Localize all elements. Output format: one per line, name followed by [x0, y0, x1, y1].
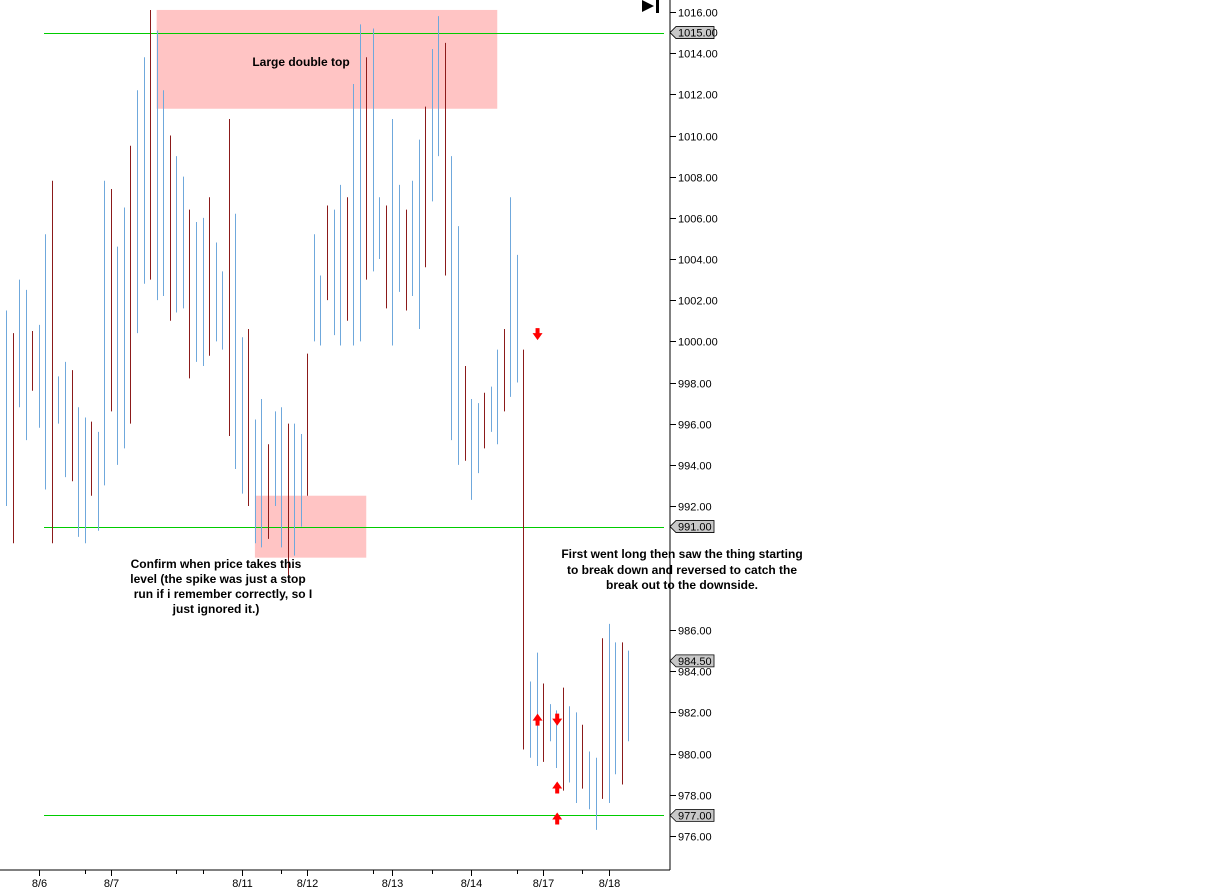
signal-short-arrow	[552, 713, 563, 726]
y-tick-label: 982.00	[678, 708, 712, 720]
y-tick-label: 996.00	[678, 420, 712, 432]
price-tag-label: 1015.00	[678, 28, 718, 40]
confirm-zone	[254, 495, 367, 558]
confirm-note-line-1: Confirm when price takes this	[131, 557, 302, 571]
signal-short-arrow	[532, 328, 543, 341]
reversal-note-line-2: to break down and reversed to catch the	[567, 563, 797, 577]
y-tick-label: 1016.00	[678, 8, 718, 20]
confirm-note: Confirm when price takes this level (the…	[130, 557, 312, 616]
price-tag: 977.00	[669, 809, 715, 822]
price-tag-label: 977.00	[678, 810, 712, 822]
price-tag: 1015.00	[669, 26, 718, 40]
y-tick-label: 1010.00	[678, 132, 718, 144]
y-tick-label: 984.00	[678, 667, 712, 679]
reversal-note-line-1: First went long then saw the thing start…	[561, 547, 802, 561]
double-top-note: Large double top	[252, 55, 349, 69]
x-tick-label: 8/17	[533, 878, 554, 890]
price-tag-label: 984.50	[678, 656, 712, 668]
x-tick-label: 8/18	[599, 878, 620, 890]
signal-long-arrow	[552, 812, 563, 825]
y-tick-label: 1014.00	[678, 49, 718, 61]
y-tick-label: 976.00	[678, 832, 712, 844]
price-tags: 1015.00 991.00 977.00 984.50	[669, 26, 718, 822]
y-tick-label: 998.00	[678, 379, 712, 391]
x-tick-label: 8/13	[382, 878, 403, 890]
y-tick-label: 980.00	[678, 750, 712, 762]
y-tick-label: 992.00	[678, 502, 712, 514]
y-tick-label: 1006.00	[678, 214, 718, 226]
x-tick-label: 8/14	[461, 878, 482, 890]
y-tick-label: 994.00	[678, 461, 712, 473]
y-tick-label: 1002.00	[678, 296, 718, 308]
price-tag-label: 991.00	[678, 522, 712, 534]
x-tick-label: 8/11	[232, 878, 253, 890]
price-tag: 991.00	[669, 520, 715, 534]
y-tick-label: 978.00	[678, 791, 712, 803]
x-tick-label: 8/12	[297, 878, 318, 890]
level-lines-layer	[44, 33, 664, 816]
price-tag: 984.50	[669, 654, 715, 668]
confirm-note-line-2: level (the spike was just a stop	[130, 572, 305, 586]
reversal-note: First went long then saw the thing start…	[561, 547, 802, 592]
y-tick-label: 1008.00	[678, 173, 718, 185]
signal-long-arrow	[532, 713, 543, 726]
y-tick-label: 1000.00	[678, 337, 718, 349]
y-tick-label: 1012.00	[678, 90, 718, 102]
y-tick-label: 986.00	[678, 626, 712, 638]
y-tick-label: 1004.00	[678, 255, 718, 267]
x-axis: 8/6 8/7 8/11 8/12 8/13 8/14 8/17 8/18	[32, 870, 620, 890]
confirm-note-line-4: just ignored it.)	[172, 602, 260, 616]
signal-long-arrow	[552, 781, 563, 794]
signals-layer	[532, 328, 563, 825]
scroll-to-end-icon[interactable]	[642, 0, 659, 13]
reversal-note-line-3: break out to the downside.	[606, 578, 758, 592]
zones-layer	[156, 9, 498, 558]
x-tick-label: 8/6	[32, 878, 47, 890]
confirm-note-line-3: run if i remember correctly, so I	[134, 587, 313, 601]
double-top-zone	[156, 9, 498, 109]
x-tick-label: 8/7	[104, 878, 119, 890]
y-axis: 1016.00 1014.00 1012.00 1010.00 1008.00 1006.…	[670, 8, 718, 844]
bars-layer	[6, 9, 629, 830]
